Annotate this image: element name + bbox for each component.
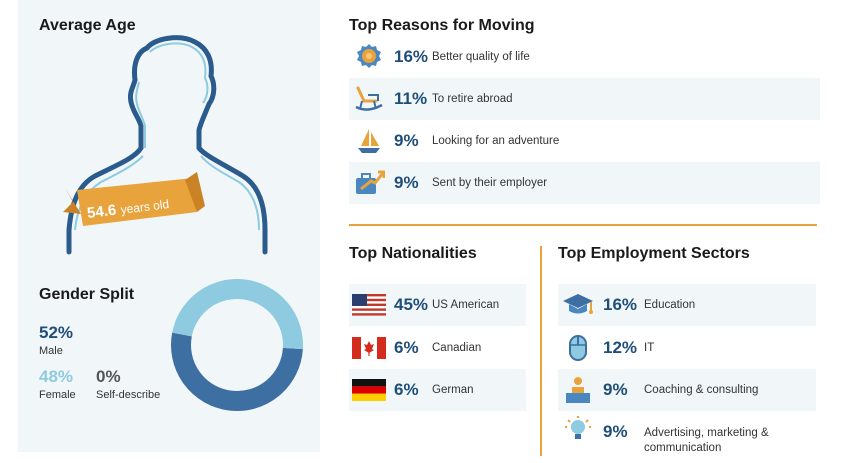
reasons-title: Top Reasons for Moving <box>349 17 535 34</box>
gender-donut-chart <box>171 279 303 411</box>
reason-row: 9% Sent by their employer <box>349 162 820 204</box>
reason-pct: 9% <box>394 173 419 192</box>
sector-label: Advertising, marketing & communication <box>644 427 769 454</box>
donut-slice-male <box>171 332 303 411</box>
female-percent: 48% <box>39 367 74 386</box>
nationality-row: 45% US American <box>349 284 526 326</box>
sector-row: 12% IT <box>558 327 816 369</box>
nationality-label: Canadian <box>432 342 482 354</box>
lightbulb-icon <box>565 416 591 439</box>
canada-flag-icon <box>352 337 386 359</box>
graduation-cap-icon <box>563 294 593 314</box>
female-label: Female <box>39 389 76 401</box>
reason-row: 16% Better quality of life <box>349 36 820 78</box>
rosette-icon <box>357 44 381 68</box>
male-label: Male <box>39 345 63 357</box>
sector-pct: 16% <box>603 295 638 314</box>
horizontal-divider <box>349 224 817 226</box>
reason-label: Sent by their employer <box>432 177 548 189</box>
sector-label: IT <box>644 342 655 354</box>
other-label: Self-describe <box>96 389 161 401</box>
nationality-row: 6% German <box>349 369 526 411</box>
sailboat-icon <box>358 129 380 153</box>
briefcase-arrow-icon <box>356 170 385 194</box>
nationality-pct: 6% <box>394 380 419 399</box>
us-flag-icon <box>352 294 386 316</box>
reason-pct: 11% <box>394 89 428 108</box>
reason-pct: 9% <box>394 131 419 150</box>
reason-label: Looking for an adventure <box>432 135 560 147</box>
reason-label: To retire abroad <box>432 93 513 105</box>
other-percent: 0% <box>96 367 121 386</box>
germany-flag-icon <box>352 379 386 401</box>
sectors-title: Top Employment Sectors <box>558 245 750 262</box>
mouse-icon <box>569 335 587 361</box>
presenter-icon <box>566 377 590 403</box>
vertical-divider <box>540 246 542 456</box>
reason-label: Better quality of life <box>432 51 530 63</box>
average-age-title: Average Age <box>39 17 136 34</box>
nationalities-title: Top Nationalities <box>349 245 477 262</box>
sector-pct: 12% <box>603 338 638 357</box>
reason-pct: 16% <box>394 47 429 66</box>
male-percent: 52% <box>39 323 74 342</box>
nationality-pct: 6% <box>394 338 419 357</box>
sector-row: 9% Coaching & consulting <box>558 369 816 411</box>
nationality-label: US American <box>432 299 500 311</box>
rocking-chair-icon <box>355 86 383 111</box>
nationality-label: German <box>432 384 474 396</box>
sector-label: Education <box>644 299 696 311</box>
nationality-row: 6% Canadian <box>349 327 526 369</box>
sector-pct: 9% <box>603 422 628 441</box>
gender-split-title: Gender Split <box>39 286 135 303</box>
reason-row: 11% To retire abroad <box>349 78 820 120</box>
nationality-pct: 45% <box>394 295 429 314</box>
sector-pct: 9% <box>603 380 628 399</box>
person-silhouette-icon <box>63 35 268 255</box>
donut-slice-female <box>172 279 303 350</box>
sector-label: Coaching & consulting <box>644 384 759 396</box>
sector-row: 16% Education <box>558 284 816 326</box>
reason-row: 9% Looking for an adventure <box>349 120 820 162</box>
sector-row: 9% Advertising, marketing & communicatio… <box>558 412 816 456</box>
